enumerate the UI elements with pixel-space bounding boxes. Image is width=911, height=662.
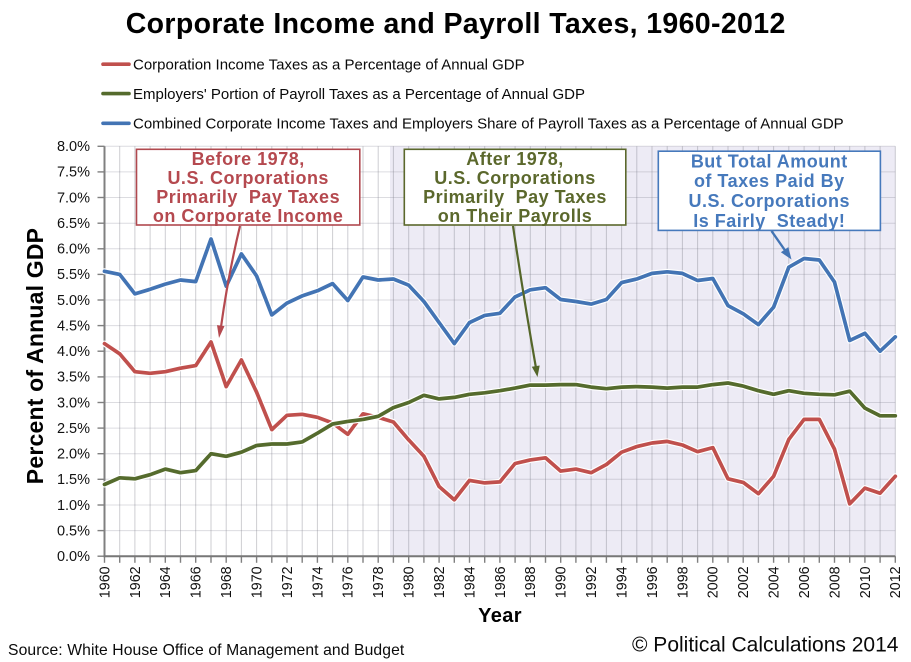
svg-text:1990: 1990 xyxy=(554,566,570,598)
svg-text:1992: 1992 xyxy=(584,566,600,598)
svg-text:1998: 1998 xyxy=(675,566,691,598)
svg-text:1974: 1974 xyxy=(310,566,326,598)
svg-text:U.S. Corporations: U.S. Corporations xyxy=(167,168,329,188)
svg-text:1978: 1978 xyxy=(371,566,387,598)
svg-text:1986: 1986 xyxy=(493,566,509,598)
svg-text:5.5%: 5.5% xyxy=(57,267,90,283)
svg-text:1994: 1994 xyxy=(615,566,631,598)
svg-text:Source: White House Office of: Source: White House Office of Management… xyxy=(8,642,405,659)
svg-text:U.S. Corporations: U.S. Corporations xyxy=(434,168,596,188)
svg-text:Primarily Pay Taxes: Primarily Pay Taxes xyxy=(156,187,340,207)
svg-text:1968: 1968 xyxy=(219,566,235,598)
svg-text:1964: 1964 xyxy=(158,566,174,598)
svg-text:1988: 1988 xyxy=(523,566,539,598)
svg-text:0.5%: 0.5% xyxy=(57,523,90,539)
svg-text:2.0%: 2.0% xyxy=(57,447,90,463)
svg-text:4.0%: 4.0% xyxy=(57,344,90,360)
svg-text:2002: 2002 xyxy=(736,566,752,598)
svg-text:Percent of Annual GDP: Percent of Annual GDP xyxy=(22,228,48,484)
svg-text:© Political Calculations 2014: © Political Calculations 2014 xyxy=(632,634,899,657)
svg-text:1962: 1962 xyxy=(128,566,144,598)
svg-text:3.5%: 3.5% xyxy=(57,370,90,386)
svg-text:2006: 2006 xyxy=(797,566,813,598)
svg-text:1966: 1966 xyxy=(189,566,205,598)
svg-text:Before 1978,: Before 1978, xyxy=(192,149,305,169)
svg-text:1960: 1960 xyxy=(97,566,113,598)
svg-text:6.5%: 6.5% xyxy=(57,216,90,232)
svg-text:1982: 1982 xyxy=(432,566,448,598)
svg-text:on Their Payrolls: on Their Payrolls xyxy=(438,206,593,226)
svg-text:2012: 2012 xyxy=(888,566,904,598)
svg-text:1972: 1972 xyxy=(280,566,296,598)
svg-text:3.0%: 3.0% xyxy=(57,395,90,411)
svg-text:1976: 1976 xyxy=(341,566,357,598)
svg-text:5.0%: 5.0% xyxy=(57,293,90,309)
svg-text:1984: 1984 xyxy=(462,566,478,598)
svg-text:Is Fairly Steady!: Is Fairly Steady! xyxy=(693,211,845,231)
svg-text:1.0%: 1.0% xyxy=(57,498,90,514)
svg-text:But Total Amount: But Total Amount xyxy=(691,151,848,171)
svg-text:0.0%: 0.0% xyxy=(57,549,90,565)
svg-text:2004: 2004 xyxy=(767,566,783,598)
svg-text:Year: Year xyxy=(478,605,522,627)
svg-text:After 1978,: After 1978, xyxy=(466,149,564,169)
svg-text:of Taxes Paid By: of Taxes Paid By xyxy=(694,171,845,191)
svg-text:Primarily Pay Taxes: Primarily Pay Taxes xyxy=(423,187,607,207)
svg-text:2010: 2010 xyxy=(858,566,874,598)
svg-text:1.5%: 1.5% xyxy=(57,472,90,488)
svg-text:7.5%: 7.5% xyxy=(57,165,90,181)
svg-text:Employers' Portion of Payroll: Employers' Portion of Payroll Taxes as a… xyxy=(133,86,585,103)
svg-text:6.0%: 6.0% xyxy=(57,242,90,258)
svg-text:1970: 1970 xyxy=(250,566,266,598)
svg-text:8.0%: 8.0% xyxy=(57,139,90,155)
svg-text:Corporate Income and Payroll T: Corporate Income and Payroll Taxes, 1960… xyxy=(126,8,786,40)
svg-text:1996: 1996 xyxy=(645,566,661,598)
svg-text:Combined Corporate Income Taxe: Combined Corporate Income Taxes and Empl… xyxy=(133,116,844,133)
svg-text:U.S. Corporations: U.S. Corporations xyxy=(689,191,851,211)
svg-text:on Corporate Income: on Corporate Income xyxy=(153,206,344,226)
svg-text:2.5%: 2.5% xyxy=(57,421,90,437)
svg-text:1980: 1980 xyxy=(402,566,418,598)
svg-text:7.0%: 7.0% xyxy=(57,190,90,206)
svg-text:Corporation Income Taxes as a: Corporation Income Taxes as a Percentage… xyxy=(133,57,525,74)
svg-text:4.5%: 4.5% xyxy=(57,318,90,334)
svg-text:2000: 2000 xyxy=(706,566,722,598)
svg-text:2008: 2008 xyxy=(827,566,843,598)
